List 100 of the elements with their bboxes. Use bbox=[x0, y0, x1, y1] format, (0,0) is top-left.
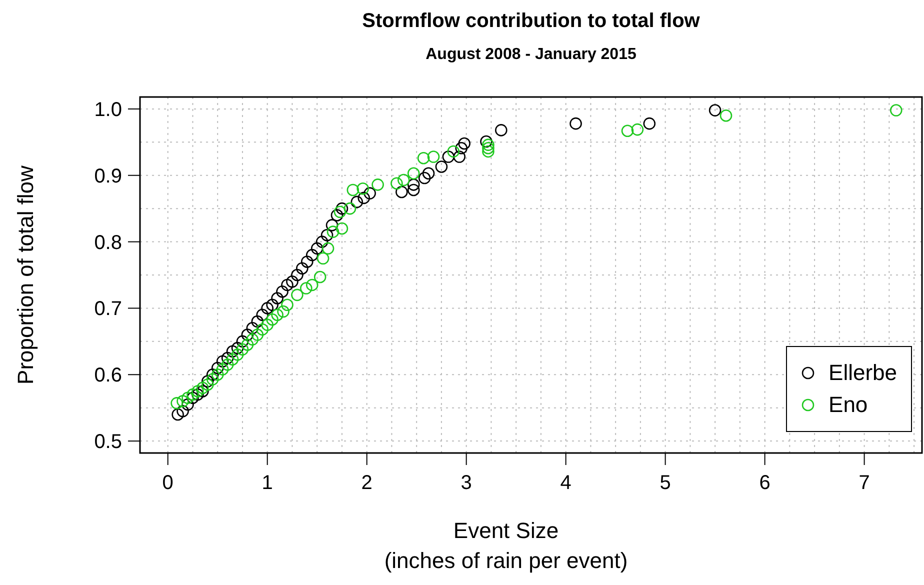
point bbox=[621, 124, 634, 138]
point bbox=[418, 172, 431, 184]
point bbox=[221, 358, 234, 371]
point bbox=[407, 167, 420, 180]
point bbox=[435, 160, 448, 173]
point bbox=[330, 209, 344, 222]
point bbox=[281, 278, 294, 292]
point bbox=[455, 142, 468, 154]
point bbox=[256, 323, 269, 336]
y-tick-label: 0.8 bbox=[94, 232, 122, 254]
point bbox=[336, 222, 348, 235]
x-tick-label: 7 bbox=[858, 472, 870, 494]
point bbox=[186, 392, 199, 404]
point bbox=[407, 178, 420, 191]
point bbox=[206, 368, 219, 381]
point bbox=[320, 229, 334, 242]
point bbox=[322, 242, 334, 255]
point bbox=[631, 123, 644, 136]
x-tick-label: 3 bbox=[460, 472, 472, 494]
point bbox=[206, 373, 219, 386]
point bbox=[720, 109, 732, 122]
y-tick-label: 0.6 bbox=[94, 364, 122, 387]
point bbox=[358, 192, 370, 204]
point bbox=[246, 333, 259, 346]
point bbox=[261, 318, 274, 331]
y-tick-label: 0.5 bbox=[94, 431, 122, 454]
point bbox=[890, 104, 902, 116]
point bbox=[458, 137, 470, 150]
y-tick-label: 0.7 bbox=[94, 298, 122, 320]
point bbox=[281, 298, 294, 312]
point bbox=[286, 275, 298, 288]
point bbox=[447, 145, 460, 158]
x-tick-label: 0 bbox=[162, 472, 174, 494]
point bbox=[226, 345, 239, 358]
point bbox=[442, 150, 455, 163]
point bbox=[422, 167, 435, 180]
x-tick-label: 2 bbox=[361, 472, 372, 494]
point bbox=[390, 177, 403, 190]
chart-title: Stormflow contribution to total flow bbox=[361, 10, 701, 33]
point bbox=[350, 196, 364, 208]
point bbox=[306, 248, 318, 262]
point bbox=[708, 104, 722, 116]
point bbox=[453, 150, 466, 163]
point bbox=[316, 252, 330, 265]
point bbox=[241, 338, 254, 351]
point bbox=[170, 397, 183, 410]
point bbox=[346, 184, 360, 196]
point bbox=[310, 242, 324, 255]
point bbox=[277, 305, 290, 318]
x-tick-label: 6 bbox=[759, 472, 770, 494]
point bbox=[231, 342, 244, 354]
point bbox=[251, 315, 264, 328]
point bbox=[236, 335, 249, 348]
point bbox=[202, 378, 214, 391]
point bbox=[182, 398, 194, 411]
point bbox=[480, 135, 492, 148]
point bbox=[271, 308, 284, 321]
point bbox=[236, 343, 249, 356]
point bbox=[482, 142, 494, 154]
point bbox=[256, 308, 269, 321]
chart-subtitle: August 2008 - January 2015 bbox=[424, 46, 638, 64]
x-tick-label: 5 bbox=[660, 472, 671, 494]
point bbox=[211, 368, 224, 381]
point bbox=[196, 385, 209, 398]
y-axis-title: Proportion of total flow bbox=[13, 165, 38, 384]
point bbox=[334, 206, 346, 218]
point bbox=[398, 174, 410, 186]
point bbox=[306, 278, 318, 292]
point bbox=[344, 202, 356, 215]
point bbox=[643, 117, 656, 130]
point bbox=[427, 150, 440, 163]
point bbox=[336, 202, 348, 215]
point bbox=[192, 385, 204, 398]
point bbox=[271, 292, 284, 304]
point bbox=[314, 270, 326, 284]
point bbox=[266, 298, 278, 312]
point bbox=[211, 362, 224, 374]
point bbox=[261, 302, 274, 314]
point bbox=[482, 138, 494, 151]
point bbox=[176, 405, 189, 418]
point bbox=[300, 282, 312, 294]
point bbox=[326, 219, 338, 232]
point bbox=[291, 288, 304, 302]
point bbox=[246, 322, 259, 334]
point bbox=[407, 184, 420, 196]
point bbox=[192, 388, 204, 401]
point bbox=[202, 375, 214, 388]
legend-label: Eno bbox=[828, 392, 868, 418]
point bbox=[296, 262, 308, 275]
point bbox=[226, 353, 239, 366]
x-tick-label: 1 bbox=[262, 472, 273, 494]
point bbox=[182, 392, 194, 404]
point bbox=[372, 178, 384, 191]
y-tick-label: 0.9 bbox=[94, 165, 122, 188]
point bbox=[251, 328, 264, 341]
point bbox=[221, 352, 234, 364]
y-tick-label: 1.0 bbox=[94, 98, 122, 121]
legend-label: Ellerbe bbox=[828, 360, 897, 386]
point bbox=[176, 395, 189, 408]
point bbox=[216, 363, 229, 376]
